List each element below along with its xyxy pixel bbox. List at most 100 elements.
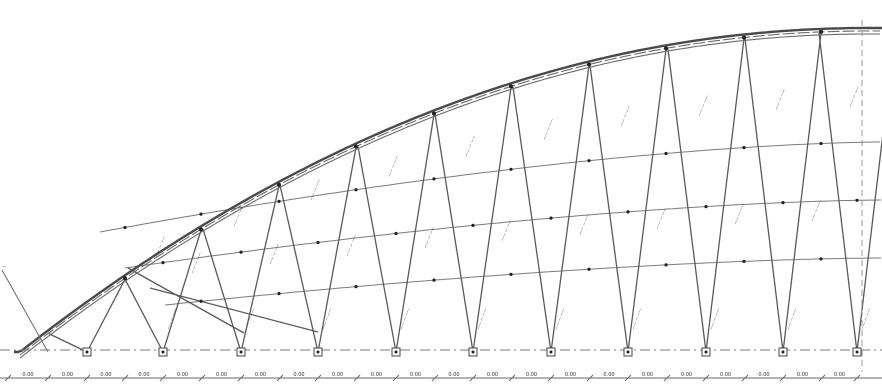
member-label-mid-7: —— — —— (654, 207, 667, 230)
ring-node-2-7 (549, 216, 553, 220)
dimension-tick-1 (4, 374, 12, 382)
dimension-tick-6 (198, 374, 206, 382)
ring-node-3-5 (432, 177, 436, 181)
brace-right-11 (856, 135, 882, 353)
support-node-3 (239, 350, 243, 354)
arch-node-6 (509, 84, 513, 89)
dimension-text-7: 0.00 (255, 372, 266, 378)
member-label-mid-9: —— — —— (809, 199, 822, 222)
support-node-5 (394, 350, 398, 354)
dimension-tick-8 (276, 374, 284, 382)
truss-nodes (123, 29, 859, 303)
support-label-3: —— — —— (320, 307, 332, 330)
brace-right-8 (627, 49, 667, 353)
arch-node-7 (587, 62, 591, 67)
ring-node-1-9 (742, 259, 746, 263)
ring-node-2-4 (316, 240, 320, 245)
ring-node-2-10 (781, 201, 785, 205)
outer-chord-top-line (14, 26, 882, 354)
dimension-tick-12 (431, 374, 439, 382)
support-node-8 (626, 350, 630, 354)
support-node-7 (549, 350, 553, 354)
brace-right-5 (395, 114, 435, 353)
arch-node-4 (354, 144, 358, 149)
arch-node-2 (199, 227, 203, 232)
dimension-text-2: 0.00 (62, 372, 73, 378)
member-label-upper-1: —— — —— (153, 235, 166, 258)
support-label-2: —— — —— (243, 307, 255, 330)
dimension-text-15: 0.00 (565, 372, 576, 378)
ring-node-2-11 (855, 198, 859, 202)
ring-node-2-8 (626, 210, 630, 214)
dimension-text-16: 0.00 (603, 372, 614, 378)
dimension-text-4: 0.00 (138, 372, 149, 378)
dimension-tick-4 (121, 374, 129, 382)
member-label-mid-3: —— — —— (344, 234, 357, 257)
member-label-mid-4: —— — —— (422, 226, 435, 249)
dimension-text-10: 0.00 (371, 372, 382, 378)
ring-node-1-3 (277, 292, 281, 296)
outer-arch-chord (0, 20, 882, 372)
dimension-tick-19 (702, 374, 710, 382)
support-label-4: —— — —— (398, 307, 410, 330)
transverse-ring-curves (99, 141, 881, 306)
dimension-tick-14 (508, 374, 516, 382)
ring-node-3-6 (509, 167, 513, 171)
dimension-tick-2 (44, 374, 52, 382)
arch-node-3 (277, 182, 281, 187)
ring-node-2-6 (471, 223, 475, 227)
arch-node-1 (123, 276, 127, 281)
member-label-upper-3: —— — —— (308, 178, 321, 201)
ring-node-3-8 (664, 151, 668, 156)
dimension-tick-3 (83, 374, 91, 382)
brace-left-6 (434, 113, 474, 353)
dimension-text-12: 0.00 (448, 372, 459, 378)
dimension-tick-23 (853, 374, 861, 382)
brace-left-5 (357, 146, 397, 353)
brace-right-3 (240, 185, 280, 353)
ring-node-3-4 (354, 188, 358, 192)
dimension-tick-15 (547, 374, 555, 382)
outer-chord-bottom-line (19, 33, 880, 359)
member-label-upper-4: —— — —— (386, 155, 399, 178)
ring-node-3-3 (277, 199, 281, 203)
ring-node-3-9 (742, 146, 746, 150)
arch-node-10 (819, 29, 823, 34)
brace-right-1 (86, 278, 126, 353)
member-label-upper-6: —— — —— (541, 118, 554, 141)
dimension-text-5: 0.00 (177, 372, 188, 378)
brace-right-6 (472, 87, 512, 353)
dimension-text-8: 0.00 (293, 372, 304, 378)
brace-right-9 (705, 38, 745, 353)
dimension-text-6: 0.00 (216, 372, 227, 378)
dimension-tick-17 (624, 374, 632, 382)
side-leader-line (1, 269, 49, 353)
dimension-tick-20 (741, 374, 749, 382)
brace-left-7 (512, 86, 552, 353)
dimension-tick-18 (663, 374, 671, 382)
diagonal-braces (48, 32, 882, 353)
dimension-tick-7 (237, 374, 245, 382)
brace-left-9 (667, 48, 707, 353)
ring-curve-2 (124, 199, 881, 269)
member-label-upper-8: —— — —— (696, 94, 709, 117)
ring-node-1-4 (354, 285, 358, 289)
dimension-tick-9 (314, 374, 322, 382)
member-label-upper-9: —— — —— (773, 88, 786, 111)
dimension-tick-10 (353, 374, 361, 382)
ring-node-3-2 (199, 212, 203, 216)
member-label-upper-10: —— — —— (847, 85, 860, 108)
member-label-upper-7: —— — —— (618, 104, 631, 127)
brace-left-3 (202, 228, 242, 353)
member-labels: —— — —— —— — —— —— — —— —— — —— —— — —— —— — … (1, 85, 872, 353)
member-label-mid-2: —— — —— (267, 242, 280, 265)
ring-node-1-2 (199, 299, 203, 303)
support-node-2 (161, 350, 165, 354)
support-node-4 (316, 350, 320, 354)
ring-node-3-10 (819, 141, 823, 146)
ring-node-1-7 (587, 267, 591, 271)
dimension-text-19: 0.00 (720, 372, 731, 378)
ring-node-3-7 (587, 159, 591, 163)
brace-left-2 (124, 278, 164, 353)
